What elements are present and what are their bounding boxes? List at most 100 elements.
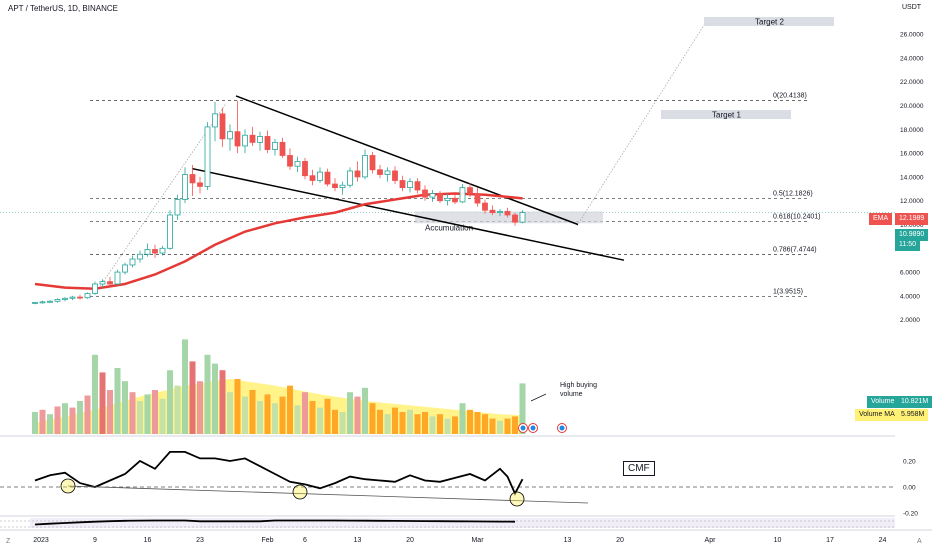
time-axis-label: 10: [774, 537, 782, 544]
volume-bar: [249, 390, 256, 434]
candle-up: [182, 174, 188, 200]
volume-bar: [99, 372, 106, 434]
price-tick-label: 26.0000: [900, 32, 924, 39]
candle-up: [444, 197, 451, 202]
volume-bar: [497, 420, 503, 434]
wedge-upper-trendline: [235, 95, 579, 226]
candle-down: [219, 113, 226, 140]
volume-bar: [444, 418, 451, 434]
cmf-tick-label: 0.00: [903, 485, 916, 492]
volume-bar: [197, 381, 203, 434]
volume-bar: [512, 416, 518, 434]
timezone-z-label[interactable]: Z: [6, 538, 11, 545]
time-axis-label: Apr: [705, 537, 717, 544]
volume-bar: [489, 418, 496, 434]
candle-up: [69, 296, 76, 299]
candle-down: [482, 202, 488, 211]
volume-bar: [422, 412, 428, 434]
volume-bar: [174, 385, 181, 434]
cmf-label-box: CMF: [623, 461, 655, 476]
volume-bar: [519, 383, 526, 434]
price-tick-label: 2.0000: [900, 317, 920, 324]
cmf-trendline: [67, 485, 589, 504]
volume-bar: [467, 409, 473, 434]
price-tick-label: 16.0000: [900, 151, 924, 158]
candle-up: [62, 297, 68, 300]
candle-up: [114, 271, 121, 285]
volume-bar: [122, 381, 128, 434]
volume-bar: [272, 403, 278, 434]
volume-bar: [482, 414, 488, 434]
cmf-tick-label: -0.20: [903, 511, 918, 518]
cmf-divergence-marker: [292, 484, 308, 500]
candle-up: [272, 141, 278, 150]
candle-up: [407, 181, 413, 189]
candle-down: [354, 170, 361, 178]
candle-up: [227, 131, 233, 140]
volume-bar: [392, 407, 398, 434]
price-tick-label: 6.0000: [900, 270, 920, 277]
time-axis-label: 24: [879, 537, 887, 544]
volume-bar: [234, 379, 241, 434]
price-tick-label: 4.0000: [900, 293, 920, 300]
accumulation-label: Accumulation: [425, 224, 473, 233]
candle-up: [32, 302, 38, 304]
volume-ma-badge-value: 5.958M: [897, 409, 929, 421]
volume-bar: [137, 401, 143, 434]
candle-down: [309, 175, 316, 181]
chart-title: APT / TetherUS, 1D, BINANCE: [8, 4, 118, 13]
candle-up: [122, 264, 128, 273]
volume-bar: [189, 361, 196, 434]
candle-up: [54, 299, 61, 302]
fib-level-label: 0.5(12.1826): [773, 191, 813, 198]
volume-bar: [152, 390, 158, 434]
candle-up: [459, 187, 466, 203]
candle-up: [92, 283, 98, 294]
candle-down: [77, 296, 83, 299]
price-tick-label: 14.0000: [900, 174, 924, 181]
candle-up: [99, 281, 106, 285]
candle-up: [144, 249, 151, 255]
time-axis-label: 9: [93, 537, 97, 544]
volume-bar: [309, 401, 316, 434]
volume-bar: [47, 414, 53, 434]
candle-down: [414, 181, 421, 191]
target2-box: [704, 17, 834, 26]
time-axis-label: 20: [406, 537, 414, 544]
candle-down: [512, 214, 518, 223]
cmf-tick-label: 0.20: [903, 459, 916, 466]
measured-move-line: [94, 102, 227, 294]
time-axis-label: Mar: [471, 537, 484, 544]
candle-up: [257, 136, 263, 143]
ema-badge-value: 12.1989: [895, 213, 929, 225]
fib-level-label: 1(3.9515): [773, 288, 803, 295]
volume-bar: [182, 339, 188, 434]
lower-indicator-band: [30, 518, 895, 528]
candle-down: [392, 170, 398, 181]
candle-down: [467, 187, 473, 194]
volume-badge-value: 10.821M: [897, 396, 932, 408]
candle-up: [384, 170, 391, 175]
candle-down: [422, 189, 428, 198]
volume-bar: [39, 409, 46, 434]
candle-up: [212, 113, 218, 128]
candle-up: [137, 253, 143, 260]
high-volume-annotation-line1: High buying: [560, 382, 597, 389]
candle-up: [159, 247, 166, 254]
time-axis-label: 20: [616, 537, 624, 544]
volume-bar: [504, 418, 511, 434]
time-axis-label: 16: [144, 537, 152, 544]
wedge-lower-trendline: [191, 167, 625, 261]
candle-up: [317, 171, 323, 181]
candle-up: [347, 170, 353, 186]
fib-level-label: 0.786(7.4744): [773, 247, 817, 254]
volume-bar: [324, 398, 331, 434]
candle-down: [197, 182, 203, 187]
volume-bar: [452, 416, 458, 434]
auto-scale-a-label[interactable]: A: [917, 538, 922, 545]
candle-down: [189, 174, 196, 184]
candle-down: [107, 281, 113, 285]
price-tick-label: 24.0000: [900, 55, 924, 62]
